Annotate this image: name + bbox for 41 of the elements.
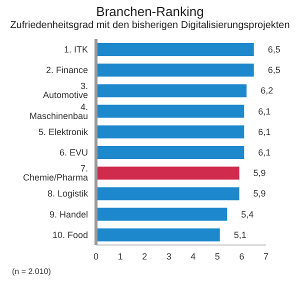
y-tick-label: 3. Automotive (42, 81, 88, 100)
x-tick-label: 6 (239, 251, 244, 262)
y-tick-label: 4. Maschinenbau (29, 102, 88, 121)
data-label: 6,5 (268, 65, 280, 76)
data-label: 6,1 (258, 126, 271, 137)
bar (96, 84, 247, 98)
data-label: 5,9 (253, 168, 266, 178)
y-tick-label: 7. Chemie/Pharma (22, 164, 88, 183)
x-tick-label: 4 (190, 251, 196, 262)
y-tick-label: 2. Finance (46, 65, 88, 76)
bar (96, 146, 244, 159)
bar (96, 166, 240, 180)
x-tick-label: 5 (214, 251, 220, 262)
data-label: 6,1 (258, 106, 271, 116)
data-label: 5,1 (234, 230, 246, 240)
bar (96, 43, 254, 56)
x-tick-label: 7 (263, 251, 269, 262)
y-tick-label: 10. Food (52, 230, 88, 240)
x-tick-label: 3 (166, 251, 172, 262)
bar (96, 104, 244, 118)
x-tick-label: 0 (93, 251, 99, 262)
x-tick-label: 2 (142, 251, 148, 262)
bar (96, 208, 228, 221)
bar (96, 187, 240, 200)
data-label: 6,1 (258, 148, 271, 158)
text: (n = 2.010) (12, 267, 52, 276)
bar (96, 125, 244, 138)
chart-title: Branchen-Ranking (95, 4, 205, 19)
bar (96, 64, 254, 77)
y-tick-label: 6. EVU (59, 147, 88, 158)
x-tick-label: 1 (118, 251, 123, 262)
y-tick-label: 8. Logistik (47, 188, 88, 199)
bar (96, 228, 220, 242)
y-tick-label: 1. ITK (64, 44, 88, 54)
data-label: 6,2 (260, 86, 274, 96)
data-label: 5,4 (241, 209, 254, 220)
y-tick-label: 9. Handel (49, 209, 88, 220)
data-label: 6,5 (268, 44, 280, 54)
y-tick-label: 5. Elektronik (38, 126, 88, 137)
chart-subtitle: Zufriedenheitsgrad mit den bisherigen Digitalisierungsprojekten (9, 20, 291, 31)
data-label: 5,9 (253, 188, 266, 199)
